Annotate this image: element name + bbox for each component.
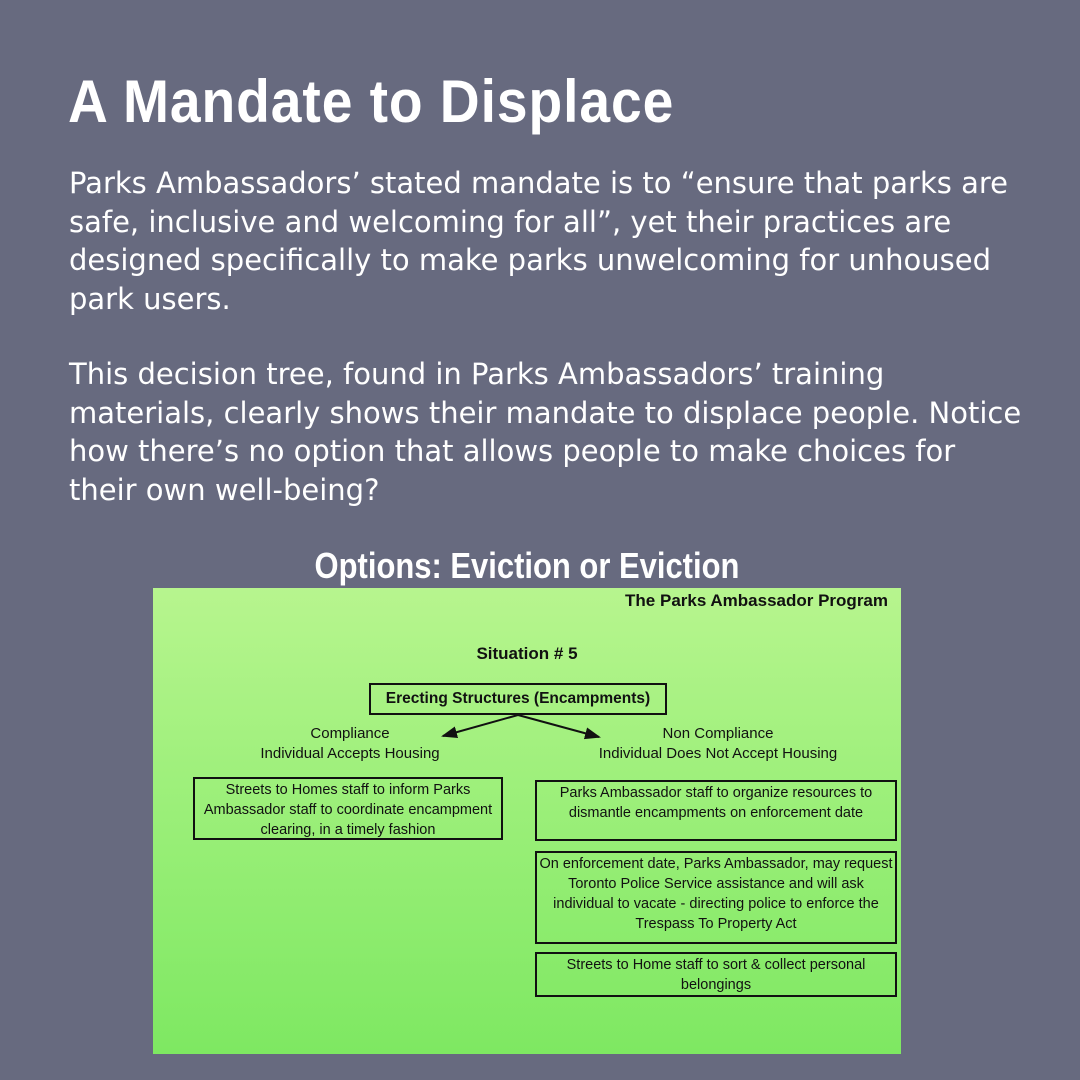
options-heading: Options: Eviction or Eviction <box>314 545 740 586</box>
page-title: A Mandate to Displace <box>68 68 675 135</box>
right-branch-arrow <box>517 714 601 740</box>
non-compliance-step-3: Streets to Home staff to sort & collect … <box>535 952 897 997</box>
decision-tree-paragraph: This decision tree, found in Parks Ambas… <box>69 357 1022 507</box>
compliance-action-box: Streets to Homes staff to inform Parks A… <box>193 777 503 840</box>
non-compliance-title: Non Compliance <box>662 725 774 742</box>
decision-tree-slide: The Parks Ambassador Program Situation #… <box>153 588 901 1054</box>
intro-paragraph: Parks Ambassadors’ stated mandate is to … <box>69 166 1009 316</box>
non-compliance-label: Non Compliance Individual Does Not Accep… <box>573 724 863 764</box>
compliance-title: Compliance <box>310 725 390 742</box>
compliance-label: Compliance Individual Accepts Housing <box>233 724 467 764</box>
situation-label: Situation # 5 <box>476 644 578 663</box>
non-compliance-step-1: Parks Ambassador staff to organize resou… <box>535 780 897 841</box>
branch-arrows <box>441 714 601 740</box>
compliance-subtitle: Individual Accepts Housing <box>260 745 440 762</box>
left-branch-arrow <box>441 714 519 739</box>
non-compliance-step-2: On enforcement date, Parks Ambassador, m… <box>535 851 897 944</box>
non-compliance-subtitle: Individual Does Not Accept Housing <box>598 745 838 762</box>
program-title: The Parks Ambassador Program <box>625 591 888 610</box>
root-node: Erecting Structures (Encampments) <box>369 683 667 715</box>
